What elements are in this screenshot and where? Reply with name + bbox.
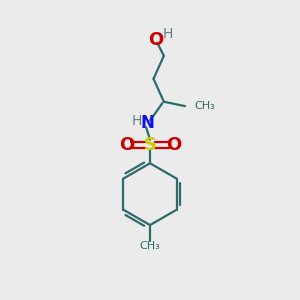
Text: CH₃: CH₃: [194, 101, 215, 111]
Text: O: O: [166, 136, 181, 154]
Text: H: H: [163, 27, 173, 41]
Text: S: S: [143, 136, 157, 154]
Text: O: O: [148, 31, 163, 49]
Text: CH₃: CH₃: [140, 241, 160, 251]
Text: O: O: [119, 136, 134, 154]
Text: H: H: [131, 114, 142, 128]
Text: N: N: [140, 114, 154, 132]
